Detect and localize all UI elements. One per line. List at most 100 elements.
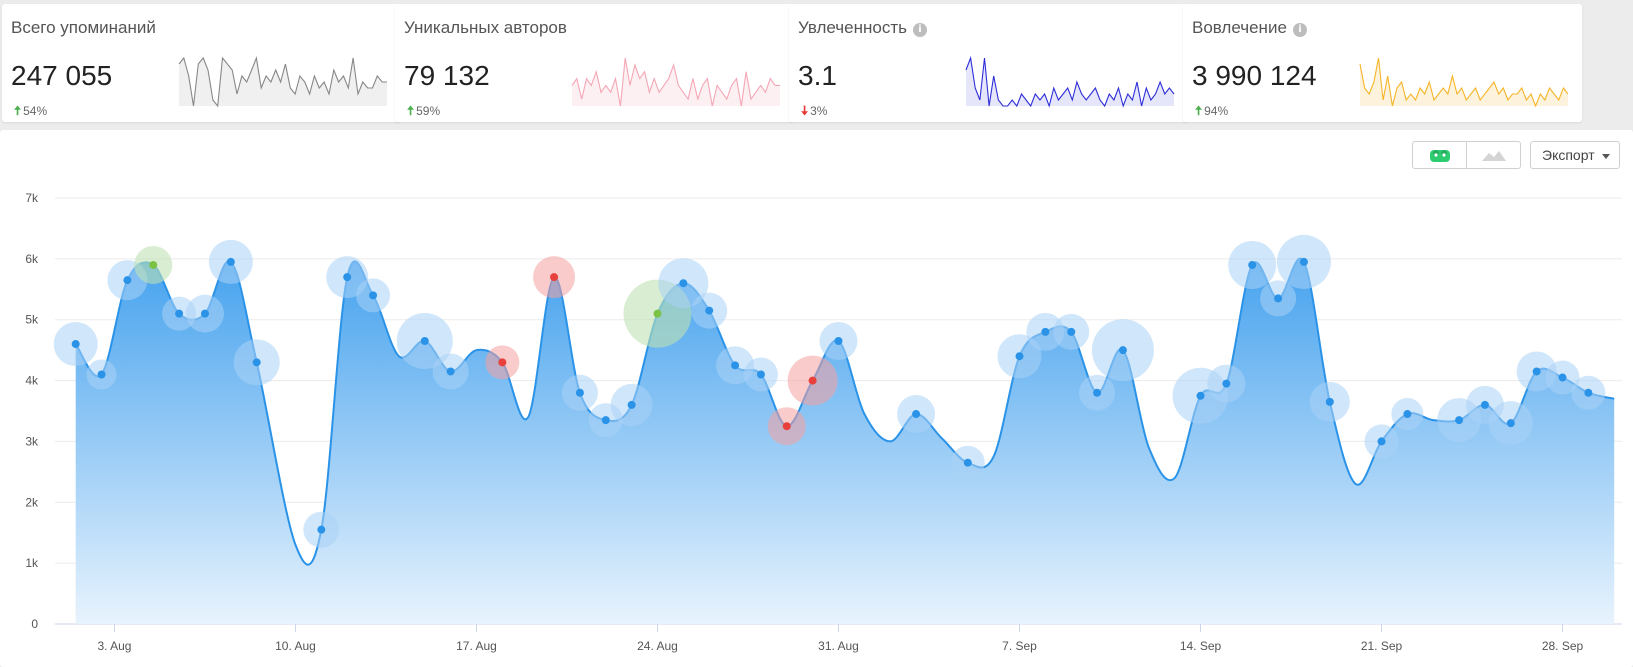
data-point[interactable] [1196, 391, 1205, 400]
data-point[interactable] [498, 358, 507, 367]
x-tick-label: 14. Sep [1180, 639, 1222, 653]
arrow-up-icon: 🠅 [14, 103, 22, 118]
data-point[interactable] [653, 309, 662, 318]
y-tick-label: 7k [25, 191, 39, 205]
data-point[interactable] [1584, 388, 1593, 397]
stat-cards: Всего упоминаний 247 055 🠅 54% Уникальных… [0, 0, 1633, 126]
data-point[interactable] [834, 337, 843, 346]
x-tick-label: 17. Aug [456, 639, 497, 653]
arrow-down-icon: 🠇 [801, 103, 809, 118]
arrow-up-icon: 🠅 [1195, 103, 1203, 118]
sparkline-line [1359, 57, 1569, 108]
y-tick-label: 3k [25, 434, 39, 448]
data-point[interactable] [550, 273, 559, 282]
y-tick-label: 2k [25, 495, 39, 509]
data-point[interactable] [1455, 416, 1464, 425]
data-point[interactable] [627, 400, 636, 409]
data-point[interactable] [1015, 352, 1024, 361]
chart-mode-toggle[interactable] [1412, 141, 1521, 169]
data-point[interactable] [1118, 346, 1127, 355]
data-point[interactable] [1093, 388, 1102, 397]
data-point[interactable] [1480, 400, 1489, 409]
x-tick-label: 10. Aug [275, 639, 316, 653]
sparkline-line [178, 55, 387, 108]
data-point[interactable] [1041, 327, 1050, 336]
bubble-mode-button[interactable] [1413, 142, 1467, 168]
data-point[interactable] [1558, 373, 1567, 382]
y-tick-label: 0 [31, 617, 38, 631]
stat-card-title: Вовлечение i [1192, 18, 1307, 38]
data-point[interactable] [1325, 397, 1334, 406]
data-point[interactable] [1532, 367, 1541, 376]
data-point[interactable] [369, 291, 378, 300]
sparkline-line [571, 57, 780, 107]
stat-card-title: Увлеченность i [798, 18, 927, 38]
data-point[interactable] [912, 410, 921, 419]
x-tick-label: 21. Sep [1361, 639, 1403, 653]
data-point[interactable] [705, 306, 714, 315]
stat-card-value: 3 990 124 [1192, 60, 1317, 91]
sparkline-fill [572, 58, 780, 106]
data-point[interactable] [97, 370, 106, 379]
data-point[interactable] [226, 257, 235, 266]
stat-card-authors[interactable]: Уникальных авторов 79 132 🠅 59% [395, 4, 794, 122]
data-point[interactable] [71, 340, 80, 349]
export-dropdown[interactable]: Экспорт [1530, 141, 1620, 169]
data-point[interactable] [575, 388, 584, 397]
stat-card-value: 3.1 [798, 60, 837, 91]
sparkline-line [965, 55, 1175, 108]
stat-card-trend: 🠇 3% [801, 103, 828, 118]
sparkline-fill [179, 58, 387, 106]
data-point[interactable] [123, 276, 132, 285]
data-point[interactable] [601, 416, 610, 425]
data-point[interactable] [731, 361, 740, 370]
area-mode-button[interactable] [1467, 142, 1520, 168]
area-fill [75, 258, 1615, 624]
stat-card-trend: 🠅 94% [1195, 103, 1229, 118]
stat-card-engagement-rate[interactable]: Увлеченность i 3.1 🠇 3% [789, 4, 1188, 122]
y-tick-label: 1k [25, 556, 39, 570]
data-point[interactable] [1299, 257, 1308, 266]
stat-card-value: 247 055 [11, 60, 113, 91]
export-label: Экспорт [1542, 147, 1595, 163]
x-tick-label: 31. Aug [818, 639, 859, 653]
data-point[interactable] [200, 309, 209, 318]
data-point[interactable] [420, 337, 429, 346]
y-tick-label: 6k [25, 252, 39, 266]
mentions-area-chart: 0 1k 2k 3k 4k 5k 6k 7k 3. Aug 10. Aug 17. Aug 24. A… [25, 191, 1622, 653]
bubble-chart-icon [1429, 150, 1450, 162]
data-point[interactable] [1222, 379, 1231, 388]
stat-card-trend: 🠅 59% [407, 103, 441, 118]
data-point[interactable] [756, 370, 765, 379]
data-point[interactable] [963, 458, 972, 467]
data-point[interactable] [1274, 294, 1283, 303]
stat-card-mentions[interactable]: Всего упоминаний 247 055 🠅 54% [2, 4, 401, 122]
data-point[interactable] [1067, 327, 1076, 336]
area-chart-icon [1481, 151, 1506, 161]
sparkline-engagement-rate [965, 55, 1175, 108]
info-icon[interactable]: i [912, 23, 927, 37]
data-point[interactable] [1377, 437, 1386, 446]
data-point[interactable] [808, 376, 817, 385]
sparkline-fill [966, 58, 1174, 106]
data-point[interactable] [782, 422, 791, 431]
chevron-down-icon [1602, 154, 1610, 159]
info-icon[interactable]: i [1292, 23, 1307, 37]
sparkline-authors [571, 57, 780, 107]
data-point[interactable] [1403, 410, 1412, 419]
data-point[interactable] [343, 273, 352, 282]
data-point[interactable] [446, 367, 455, 376]
x-tick-label: 28. Sep [1542, 639, 1584, 653]
data-point[interactable] [317, 525, 326, 534]
stat-card-value: 79 132 [404, 60, 490, 91]
data-point[interactable] [1506, 419, 1515, 428]
data-point[interactable] [1248, 260, 1257, 269]
data-point[interactable] [679, 279, 688, 288]
stat-card-involvement[interactable]: Вовлечение i 3 990 124 🠅 94% [1183, 4, 1582, 122]
data-point[interactable] [252, 358, 261, 367]
x-tick-label: 24. Aug [637, 639, 678, 653]
stat-card-title: Уникальных авторов [404, 18, 567, 37]
sparkline-mentions [178, 55, 387, 108]
data-point[interactable] [175, 309, 184, 318]
data-point[interactable] [149, 260, 158, 269]
